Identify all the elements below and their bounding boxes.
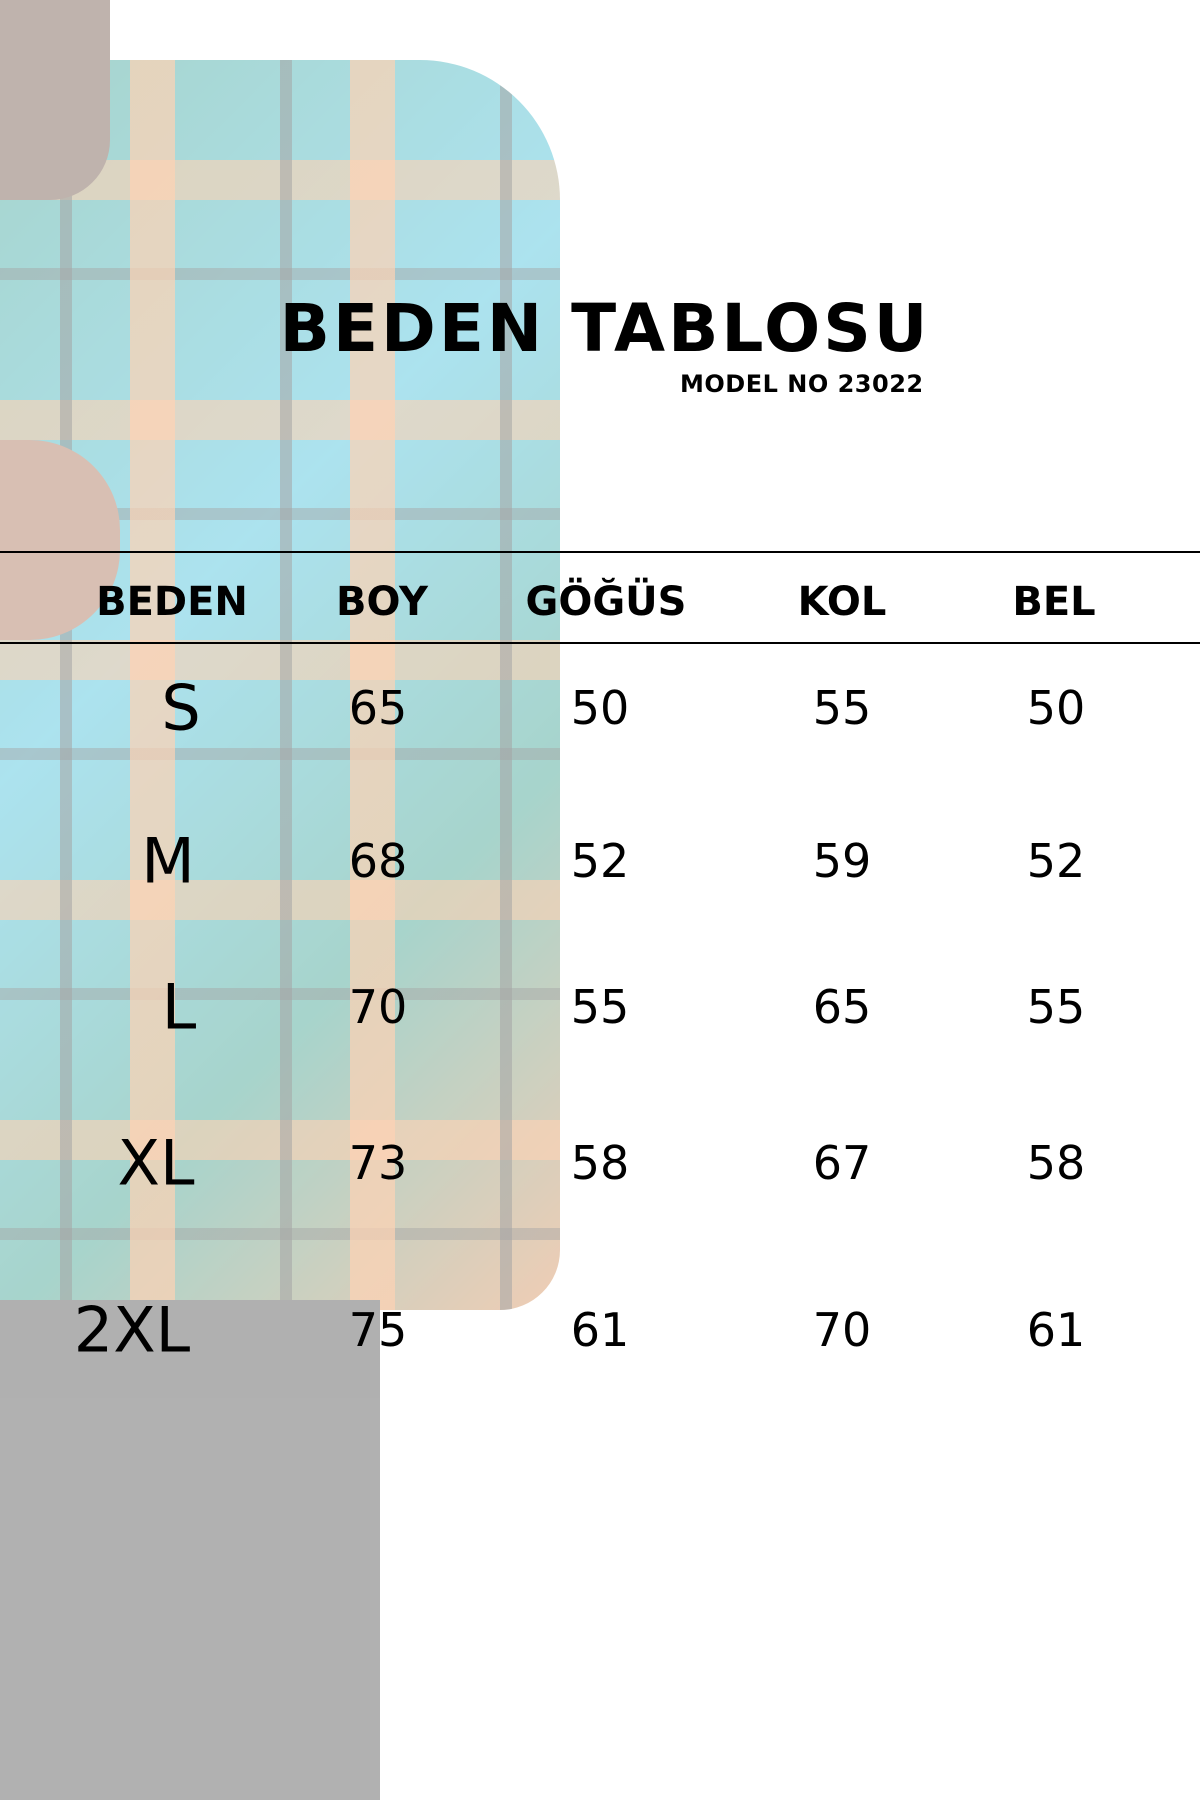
page-title: BEDEN TABLOSU [279,290,931,367]
cell-kol: 70 [812,1303,872,1357]
table-header-divider [0,642,1200,644]
cell-bel: 52 [1026,834,1086,888]
cell-kol: 59 [812,834,872,888]
cell-gogus: 55 [570,980,630,1034]
cell-boy: 75 [348,1303,408,1357]
model-number: MODEL NO 23022 [680,370,924,398]
cell-kol: 65 [812,980,872,1034]
cell-boy: 70 [348,980,408,1034]
cell-boy: 68 [348,834,408,888]
cell-size: M [141,824,195,898]
cell-boy: 73 [348,1136,408,1190]
cell-gogus: 52 [570,834,630,888]
face [0,0,110,200]
column-header-gogus: GÖĞÜS [525,579,687,625]
column-header-boy: BOY [335,579,429,625]
cell-bel: 55 [1026,980,1086,1034]
cell-boy: 65 [348,681,408,735]
cell-bel: 58 [1026,1136,1086,1190]
cell-gogus: 50 [570,681,630,735]
cell-kol: 55 [812,681,872,735]
cell-size: 2XL [73,1293,191,1367]
pants [0,1300,380,1800]
cell-gogus: 58 [570,1136,630,1190]
cell-size: L [161,970,197,1044]
column-header-bel: BEL [1012,579,1096,625]
cell-size: XL [117,1126,195,1200]
cell-size: S [161,671,201,745]
cell-bel: 61 [1026,1303,1086,1357]
background-model-photo [0,0,560,1800]
column-header-beden: BEDEN [96,579,248,625]
cell-kol: 67 [812,1136,872,1190]
cell-gogus: 61 [570,1303,630,1357]
plaid-jacket [0,60,560,1310]
cell-bel: 50 [1026,681,1086,735]
table-top-divider [0,551,1200,553]
column-header-kol: KOL [797,579,887,625]
